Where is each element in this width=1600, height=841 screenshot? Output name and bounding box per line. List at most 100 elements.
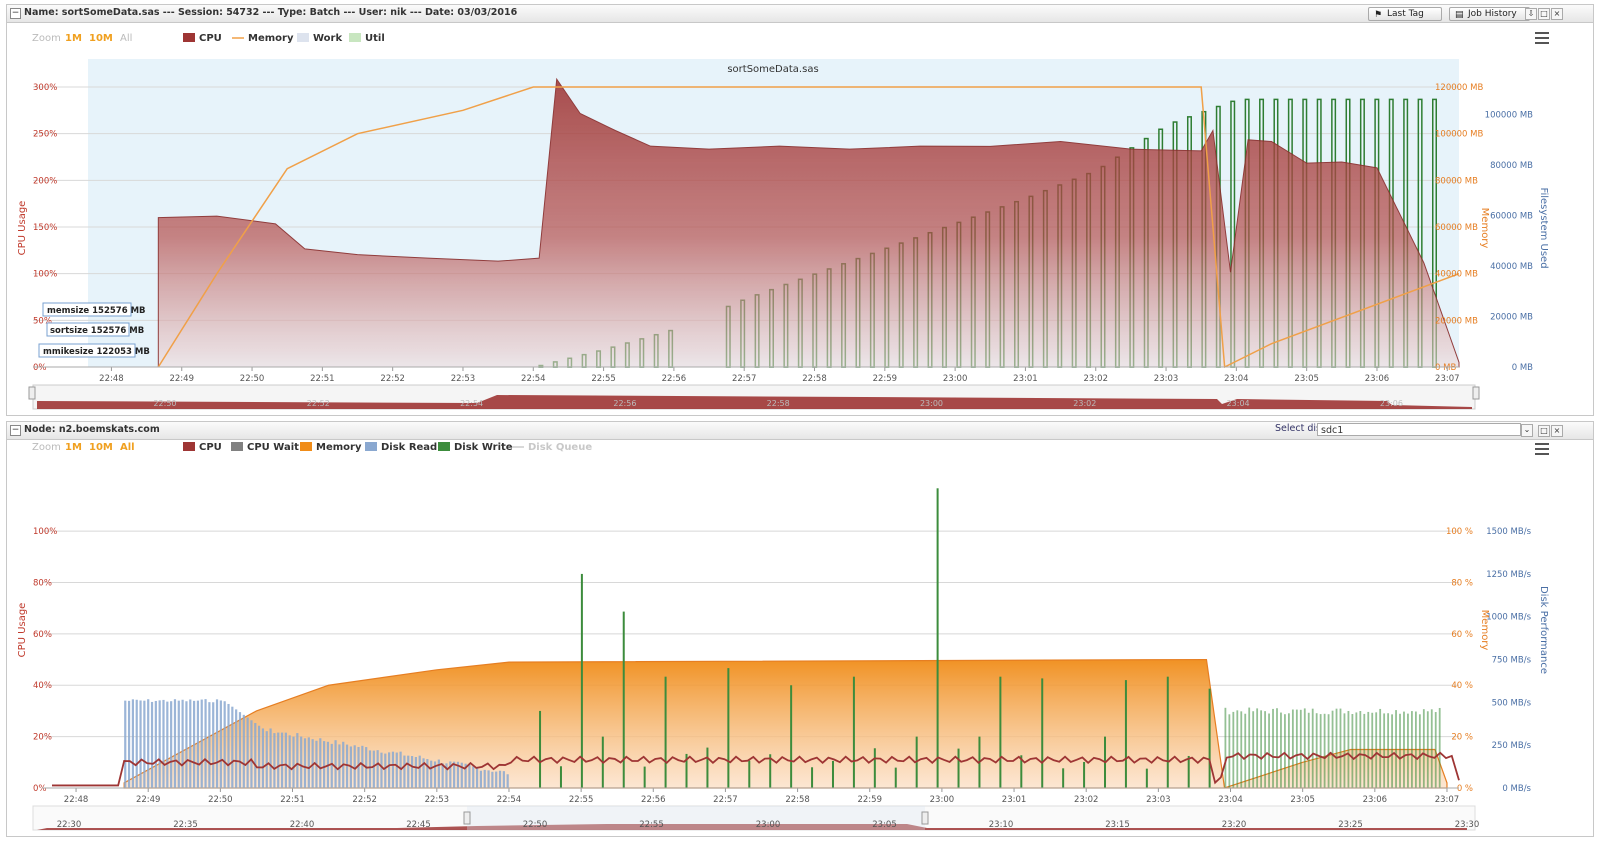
- y-tick-label-memory: 0 MB: [1435, 363, 1456, 373]
- disk-read-bar: [380, 752, 383, 788]
- x-tick-label: 22:48: [64, 795, 89, 805]
- navigator-tick-label: 23:00: [920, 399, 943, 408]
- disk-read-bar: [139, 700, 142, 788]
- navigator-tick-label: 22:35: [173, 820, 198, 830]
- disk-write-bar: [539, 710, 542, 788]
- navigator-handle-left[interactable]: [463, 811, 471, 825]
- series-layer: [52, 488, 1460, 789]
- job-history-button[interactable]: ▤ Job History: [1449, 7, 1530, 21]
- disk-write-bar: [1375, 712, 1378, 788]
- disk-write-bar: [1291, 709, 1294, 788]
- disk-read-bar: [143, 700, 146, 788]
- disk-read-bar: [410, 756, 414, 788]
- y-tick-label-left: 100%: [33, 527, 57, 537]
- navigator-tick-label: 23:30: [1455, 820, 1480, 830]
- y-tick-label-left: 200%: [33, 176, 57, 186]
- disk-read-bar: [426, 759, 429, 788]
- disk-write-bar: [1020, 755, 1023, 788]
- legend-label: CPU: [199, 33, 222, 44]
- chart-menu-icon[interactable]: [1535, 443, 1549, 455]
- legend-item-cpu[interactable]: CPU: [183, 442, 222, 453]
- y-tick-label-left: 40%: [33, 681, 52, 691]
- disk-read-bar: [498, 770, 502, 788]
- history-icon: ▤: [1455, 10, 1464, 20]
- disk-read-bar: [196, 700, 200, 788]
- disk-write-bar: [1407, 713, 1409, 788]
- close-icon[interactable]: ×: [1551, 425, 1563, 437]
- disk-read-bar: [487, 770, 490, 788]
- legend-item-disk-queue[interactable]: Disk Queue: [512, 442, 592, 453]
- legend-item-cpu[interactable]: CPU: [183, 33, 222, 44]
- last-tag-button[interactable]: ⚑ Last Tag: [1368, 7, 1442, 21]
- maximize-icon[interactable]: □: [1538, 8, 1550, 20]
- annotation-label: mmikesize 122053 MB: [43, 347, 150, 357]
- disk-read-bar: [479, 770, 483, 788]
- close-icon[interactable]: ×: [1551, 8, 1563, 20]
- maximize-icon[interactable]: □: [1538, 425, 1550, 437]
- disk-write-bar: [1145, 768, 1148, 788]
- annotation-mmikesize: mmikesize 122053 MB: [38, 343, 150, 358]
- navigator-handle-left[interactable]: [28, 386, 36, 400]
- disk-write-bar: [580, 573, 583, 788]
- legend-item-memory[interactable]: Memory: [300, 442, 362, 453]
- select-disk-label: Select disk: [1275, 423, 1327, 434]
- navigator[interactable]: 22:30 22:35 22:40 22:45 22:50 22:55 23:00 23:05…: [32, 805, 1480, 831]
- disk-read-bar: [261, 728, 265, 788]
- legend-item-disk-read[interactable]: Disk Read: [365, 442, 437, 453]
- node-chart: Zoom 1M 10M All CPU CPU Wait Memory Disk…: [17, 442, 1549, 831]
- disk-read-bar: [449, 761, 452, 788]
- zoom-all-button[interactable]: All: [120, 442, 135, 453]
- disk-read-bar: [334, 740, 337, 788]
- navigator[interactable]: 22:50 22:52 22:54 22:56 22:58 23:00 23:02 23:04…: [32, 384, 1476, 410]
- y-tick-label-filesystem: 20000 MB: [1490, 313, 1533, 323]
- zoom-all-button[interactable]: All: [120, 33, 132, 44]
- navigator-handle-right[interactable]: [921, 811, 929, 825]
- zoom-10m-button[interactable]: 10M: [89, 33, 113, 44]
- disk-read-bar: [395, 752, 398, 788]
- x-tick-label: 22:56: [641, 795, 666, 805]
- pin-icon[interactable]: ⇩: [1525, 8, 1537, 20]
- zoom-1m-button[interactable]: 1M: [65, 33, 82, 44]
- collapse-icon[interactable]: −: [10, 8, 21, 19]
- legend-item-cpu-wait[interactable]: CPU Wait: [231, 442, 299, 453]
- disk-read-bar: [472, 766, 475, 788]
- disk-read-bar: [242, 714, 245, 788]
- chart-menu-icon[interactable]: [1535, 32, 1549, 44]
- disk-read-bar: [250, 720, 253, 788]
- disk-read-bar: [483, 769, 486, 788]
- disk-read-bar: [127, 700, 131, 788]
- disk-write-bar: [873, 748, 876, 788]
- disk-write-bar: [1041, 678, 1044, 788]
- legend-item-util[interactable]: Util: [349, 33, 385, 44]
- y-tick-label-filesystem: 80000 MB: [1490, 161, 1533, 171]
- legend-swatch: [438, 442, 450, 451]
- disk-write-bar: [1339, 708, 1342, 788]
- disk-write-bar: [1276, 708, 1278, 788]
- y-tick-label-left: 60%: [33, 630, 52, 640]
- navigator-tick-label: 23:20: [1222, 820, 1247, 830]
- y-tick-label-memory: 20 %: [1451, 733, 1473, 743]
- navigator-tick-label: 22:55: [639, 820, 664, 830]
- disk-read-bar: [453, 761, 456, 788]
- select-disk-dropdown[interactable]: sdc1: [1317, 423, 1521, 436]
- navigator-tick-label: 23:00: [756, 820, 781, 830]
- zoom-10m-button[interactable]: 10M: [89, 442, 113, 453]
- zoom-1m-button[interactable]: 1M: [65, 442, 82, 453]
- legend-label: Disk Write: [454, 442, 513, 453]
- chevron-down-icon[interactable]: ⌄: [1521, 424, 1533, 437]
- legend-item-memory[interactable]: Memory: [232, 33, 294, 44]
- y-tick-label-memory: 100000 MB: [1435, 130, 1483, 140]
- tag-icon: ⚑: [1374, 10, 1383, 20]
- disk-read-bar: [403, 755, 406, 788]
- legend-item-disk-write[interactable]: Disk Write: [438, 442, 513, 453]
- disk-read-bar: [433, 761, 437, 788]
- x-tick-label: 23:07: [1435, 374, 1460, 384]
- disk-write-bar: [1062, 768, 1065, 788]
- navigator-tick-label: 22:50: [523, 820, 548, 830]
- job-panel-titlebar: − Name: sortSomeData.sas --- Session: 54…: [7, 5, 1593, 23]
- navigator-tick-label: 22:45: [406, 820, 431, 830]
- navigator-handle-right[interactable]: [1472, 386, 1480, 400]
- legend-item-work[interactable]: Work: [297, 33, 342, 44]
- collapse-icon[interactable]: −: [10, 425, 21, 436]
- disk-read-bar: [166, 701, 169, 788]
